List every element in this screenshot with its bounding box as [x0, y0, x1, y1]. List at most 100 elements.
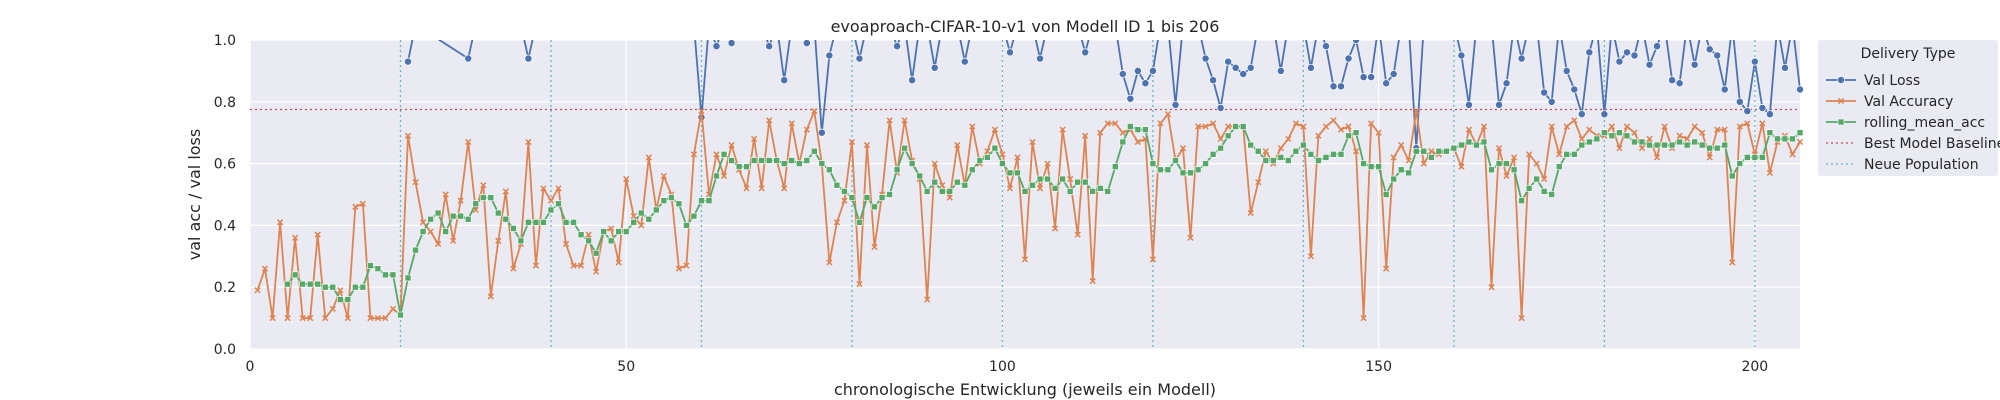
data-point — [577, 231, 585, 238]
data-point — [374, 265, 382, 272]
data-point — [1021, 188, 1029, 195]
data-point — [848, 194, 856, 201]
data-point — [1457, 51, 1466, 60]
data-point — [1706, 144, 1714, 152]
data-point — [683, 262, 690, 269]
data-point — [901, 117, 908, 124]
data-point — [1638, 138, 1646, 146]
data-point — [1209, 76, 1218, 85]
data-point — [1766, 169, 1774, 177]
data-point — [1630, 51, 1639, 60]
data-point — [517, 237, 525, 245]
legend-label: Best Model Baseline — [1864, 136, 2000, 152]
data-point — [856, 280, 863, 288]
data-point — [946, 188, 954, 195]
data-point — [698, 197, 705, 204]
data-point — [1262, 157, 1270, 164]
data-point — [991, 144, 999, 152]
data-point — [1578, 141, 1586, 149]
data-point — [1104, 120, 1111, 127]
legend-label: rolling_mean_acc — [1864, 115, 1985, 131]
data-point — [683, 222, 690, 229]
data-point — [818, 160, 826, 167]
data-point — [1397, 166, 1405, 174]
data-point — [645, 215, 653, 223]
data-point — [1691, 123, 1698, 130]
data-point — [1668, 141, 1676, 149]
data-point — [924, 296, 931, 303]
data-point — [1044, 175, 1051, 183]
data-point — [1089, 277, 1096, 285]
data-point — [1067, 175, 1074, 183]
data-point — [570, 219, 577, 226]
data-point — [352, 283, 359, 291]
data-point — [412, 246, 419, 254]
data-point — [893, 166, 901, 174]
data-point — [1684, 135, 1691, 143]
data-point — [817, 128, 826, 137]
data-point — [1556, 151, 1563, 158]
data-point — [1796, 129, 1804, 136]
data-point — [743, 163, 750, 170]
data-point — [292, 234, 299, 241]
data-point — [1676, 132, 1683, 139]
data-point — [1390, 154, 1397, 161]
data-point — [291, 271, 299, 279]
data-point — [510, 225, 517, 232]
data-point — [1127, 123, 1134, 130]
data-point — [1337, 126, 1345, 133]
data-point — [1458, 141, 1465, 149]
data-point — [780, 76, 789, 85]
data-point — [984, 148, 991, 155]
series-rolling-mean-acc — [284, 123, 1804, 319]
data-point — [1232, 123, 1239, 130]
data-point — [1495, 160, 1503, 167]
data-point — [811, 147, 818, 155]
data-point — [359, 200, 366, 207]
data-point — [1300, 141, 1307, 149]
data-point — [1443, 147, 1450, 155]
data-point — [1631, 129, 1638, 136]
data-point — [1390, 175, 1397, 183]
data-point — [1036, 54, 1044, 63]
data-point — [1540, 188, 1548, 195]
data-point — [1653, 42, 1661, 51]
data-point — [1292, 147, 1300, 155]
data-point — [1789, 151, 1796, 158]
data-point — [878, 194, 886, 201]
data-point — [871, 203, 878, 211]
data-point — [1187, 234, 1194, 241]
data-point — [1307, 253, 1315, 260]
legend-item: rolling_mean_acc — [1826, 115, 1985, 131]
data-point — [570, 262, 577, 269]
data-point — [871, 243, 878, 251]
data-point — [803, 157, 811, 164]
data-point — [1699, 129, 1706, 136]
data-point — [1383, 265, 1390, 272]
data-point — [284, 314, 291, 322]
data-point — [1224, 57, 1233, 66]
data-point — [254, 287, 261, 294]
data-point — [1330, 151, 1337, 158]
data-point — [1510, 166, 1518, 174]
data-point — [698, 107, 705, 115]
data-point — [1616, 145, 1623, 152]
data-point — [976, 157, 984, 164]
data-point — [299, 314, 306, 322]
data-point — [1051, 225, 1059, 232]
data-point — [675, 200, 683, 208]
data-point — [464, 215, 472, 223]
data-point — [1254, 147, 1262, 155]
data-point — [1413, 107, 1420, 115]
data-point — [1239, 123, 1247, 130]
series-layer — [254, 40, 1804, 322]
data-point — [1059, 126, 1066, 133]
data-point — [1510, 154, 1518, 161]
data-point — [367, 314, 374, 322]
data-point — [1412, 147, 1420, 155]
data-point — [389, 271, 397, 279]
data-point — [1735, 97, 1744, 106]
data-point — [1029, 181, 1036, 189]
data-point — [1464, 100, 1473, 109]
data-point — [780, 160, 788, 167]
